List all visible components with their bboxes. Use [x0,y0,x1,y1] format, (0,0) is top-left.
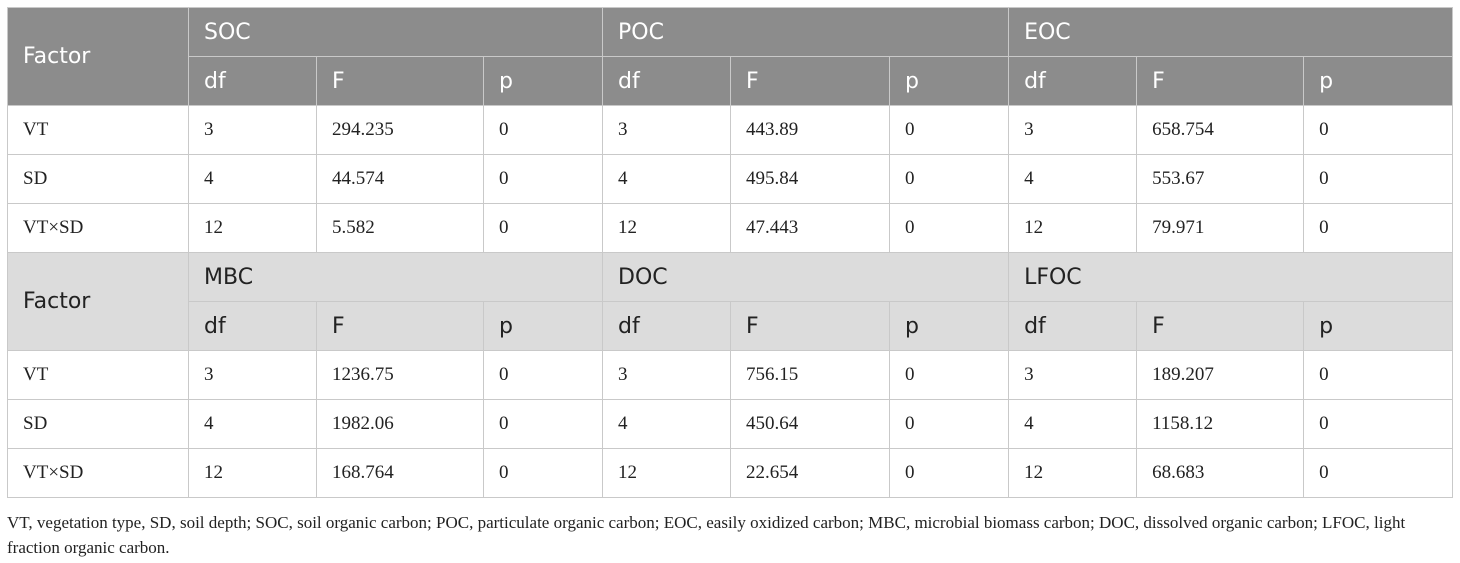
row-factor-cell: VT×SD [7,448,189,498]
sub-header: F [1136,301,1305,351]
sub-header: F [730,301,891,351]
table-cell: 0 [889,105,1010,155]
table-row: SD 4 44.574 0 4 495.84 0 4 553.67 0 [7,154,1454,204]
row-factor-cell: VT [7,105,189,155]
table-cell: 443.89 [730,105,891,155]
table-cell: 0 [482,448,604,498]
table-cell: 495.84 [730,154,891,204]
sub-header: df [602,301,732,351]
table-cell: 12 [188,203,317,253]
table-cell: 294.235 [316,105,484,155]
table-cell: 1982.06 [316,399,484,449]
group-header: LFOC [1008,252,1454,302]
sub-header: df [602,56,732,106]
group-header: DOC [602,252,1010,302]
table-cell: 12 [602,448,732,498]
row-factor-cell: VT [7,350,189,400]
table-cell: 553.67 [1136,154,1305,204]
table-cell: 4 [602,399,732,449]
group-header: POC [602,7,1010,57]
header-group-row: Factor MBC DOC LFOC [7,252,1454,351]
table-cell: 0 [1303,203,1454,253]
table-cell: 4 [1008,399,1138,449]
table-cell: 0 [482,350,604,400]
table-cell: 12 [1008,203,1138,253]
table-cell: 1158.12 [1136,399,1305,449]
factor-header: Factor [7,252,189,351]
table-cell: 0 [1303,350,1454,400]
table-cell: 1236.75 [316,350,484,400]
table-cell: 0 [1303,448,1454,498]
table-cell: 0 [889,399,1010,449]
row-factor-cell: SD [7,154,189,204]
factor-header: Factor [7,7,189,106]
row-factor-cell: SD [7,399,189,449]
table-cell: 12 [188,448,317,498]
table-cell: 4 [188,154,317,204]
table-row: VT 3 294.235 0 3 443.89 0 3 658.754 0 [7,105,1454,155]
table-cell: 3 [188,350,317,400]
table-cell: 0 [889,203,1010,253]
table-cell: 47.443 [730,203,891,253]
table-cell: 3 [1008,350,1138,400]
table-cell: 0 [1303,399,1454,449]
table-cell: 3 [188,105,317,155]
sub-header: F [730,56,891,106]
table-cell: 12 [602,203,732,253]
table-cell: 0 [1303,105,1454,155]
sub-header: p [1303,301,1454,351]
table-cell: 3 [602,350,732,400]
sub-header: F [316,56,484,106]
table-cell: 68.683 [1136,448,1305,498]
table-cell: 0 [482,154,604,204]
table-cell: 44.574 [316,154,484,204]
table-cell: 658.754 [1136,105,1305,155]
sub-header: p [889,301,1010,351]
table-cell: 3 [602,105,732,155]
sub-header: p [482,301,604,351]
sub-header: df [1008,301,1138,351]
table-cell: 12 [1008,448,1138,498]
table-cell: 0 [889,154,1010,204]
table-cell: 189.207 [1136,350,1305,400]
group-header: SOC [187,7,604,57]
table-cell: 3 [1008,105,1138,155]
table-cell: 756.15 [730,350,891,400]
table-cell: 4 [188,399,317,449]
sub-header: F [1136,56,1305,106]
table-cell: 168.764 [316,448,484,498]
sub-header: df [1008,56,1138,106]
table-cell: 0 [889,350,1010,400]
table-cell: 4 [602,154,732,204]
table-cell: 5.582 [316,203,484,253]
table-row: SD 4 1982.06 0 4 450.64 0 4 1158.12 0 [7,399,1454,449]
group-header: MBC [187,252,604,302]
row-factor-cell: VT×SD [7,203,189,253]
table-cell: 450.64 [730,399,891,449]
table-cell: 4 [1008,154,1138,204]
header-group-row: Factor SOC POC EOC [7,7,1454,106]
sub-header: df [188,301,317,351]
sub-header: p [482,56,604,106]
sub-header: p [1303,56,1454,106]
table-cell: 0 [482,105,604,155]
table-cell: 22.654 [730,448,891,498]
table-footnote: VT, vegetation type, SD, soil depth; SOC… [7,513,1406,557]
table-row: VT×SD 12 5.582 0 12 47.443 0 12 79.971 0 [7,203,1454,253]
table-cell: 79.971 [1136,203,1305,253]
table-row: VT 3 1236.75 0 3 756.15 0 3 189.207 0 [7,350,1454,400]
sub-header: p [889,56,1010,106]
table-cell: 0 [1303,154,1454,204]
sub-header: df [188,56,317,106]
table-cell: 0 [889,448,1010,498]
table-cell: 0 [482,399,604,449]
table-row: VT×SD 12 168.764 0 12 22.654 0 12 68.683 0 [7,448,1454,498]
table-cell: 0 [482,203,604,253]
sub-header: F [316,301,484,351]
group-header: EOC [1008,7,1454,57]
